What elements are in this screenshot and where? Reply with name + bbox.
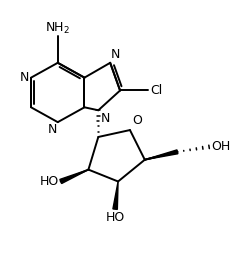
Text: NH$_2$: NH$_2$ — [45, 21, 70, 36]
Polygon shape — [145, 150, 178, 160]
Text: N: N — [100, 112, 110, 125]
Text: HO: HO — [106, 211, 125, 224]
Polygon shape — [60, 170, 88, 184]
Text: OH: OH — [211, 140, 230, 153]
Text: O: O — [132, 114, 142, 127]
Text: N: N — [20, 71, 29, 84]
Text: N: N — [47, 123, 57, 136]
Polygon shape — [113, 181, 118, 210]
Text: Cl: Cl — [151, 84, 163, 97]
Text: N: N — [111, 48, 120, 61]
Text: HO: HO — [40, 175, 59, 188]
